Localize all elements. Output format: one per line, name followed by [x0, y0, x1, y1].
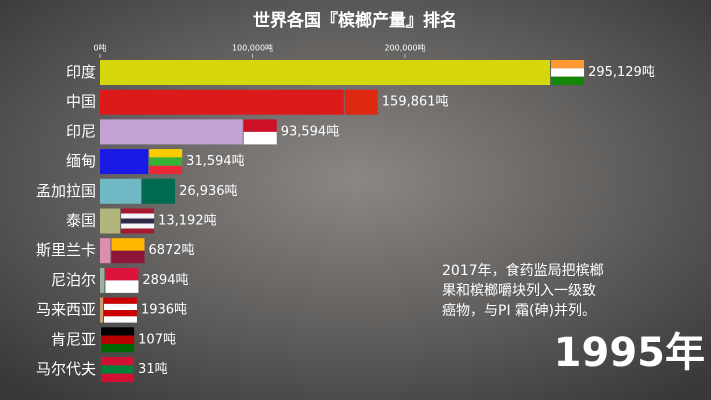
x-tick-label: 0吨 — [93, 43, 106, 53]
value-label: 31吨 — [138, 362, 168, 377]
value-label: 107吨 — [138, 332, 176, 347]
flag — [111, 238, 145, 251]
bar — [100, 149, 149, 175]
y-tick-label: 孟加拉国 — [36, 182, 96, 200]
value-label: 2894吨 — [142, 273, 188, 288]
y-tick-label: 马尔代夫 — [36, 360, 96, 378]
flag — [101, 343, 135, 353]
y-tick-label: 印尼 — [66, 122, 96, 140]
bar — [100, 267, 105, 293]
value-label: 6872吨 — [148, 243, 194, 258]
value-label: 93,594吨 — [281, 124, 340, 139]
flag — [103, 316, 137, 323]
flag — [101, 373, 135, 382]
value-label: 159,861吨 — [382, 95, 449, 110]
flag — [149, 157, 183, 166]
flag — [149, 149, 183, 158]
flag — [551, 60, 585, 69]
flag — [101, 335, 135, 344]
bar — [100, 178, 142, 204]
bar — [100, 238, 111, 264]
flag — [243, 131, 277, 145]
x-tick-label: 200,000吨 — [384, 43, 425, 53]
flag — [101, 365, 135, 374]
flag — [551, 76, 585, 85]
y-tick-label: 印度 — [66, 63, 96, 81]
chart-title: 世界各国『槟榔产量』排名 — [253, 10, 457, 31]
flag — [111, 250, 145, 264]
flag — [149, 165, 183, 175]
flag — [101, 357, 135, 366]
flag — [121, 223, 155, 229]
flag — [121, 228, 155, 234]
bar — [100, 60, 551, 85]
value-label: 13,192吨 — [158, 214, 217, 229]
value-label: 31,594吨 — [186, 154, 245, 169]
y-tick-label: 肯尼亚 — [51, 330, 96, 348]
annotation: 2017年，食药监局把槟榔 — [442, 262, 604, 279]
bar — [100, 297, 103, 323]
y-tick-label: 缅甸 — [66, 152, 96, 170]
flag — [103, 297, 137, 304]
y-tick-label: 泰国 — [66, 212, 96, 230]
y-tick-label: 马来西亚 — [36, 301, 96, 319]
year-label: 1995年 — [554, 330, 705, 376]
flag — [105, 280, 139, 293]
y-tick-label: 中国 — [66, 93, 96, 111]
value-label: 295,129吨 — [588, 65, 655, 80]
y-tick-label: 斯里兰卡 — [36, 241, 96, 259]
x-tick-label: 100,000吨 — [232, 43, 273, 53]
flag — [121, 208, 155, 214]
annotation: 果和槟榔嚼块列入一级致 — [442, 283, 596, 299]
annotation: 癌物，与PI 霜(砷)并列。 — [442, 303, 596, 319]
flag — [142, 178, 176, 204]
y-tick-label: 尼泊尔 — [51, 271, 96, 289]
bar — [100, 208, 121, 234]
bar — [100, 89, 344, 115]
flag — [121, 218, 155, 224]
flag — [103, 303, 137, 311]
bar — [100, 119, 243, 145]
value-label: 26,936吨 — [179, 184, 238, 199]
flag — [105, 267, 139, 281]
flag — [344, 89, 378, 115]
flag — [101, 327, 135, 336]
flag — [551, 68, 585, 77]
flag — [243, 119, 277, 132]
value-label: 1936吨 — [141, 303, 187, 318]
flag — [103, 310, 137, 317]
flag — [121, 213, 155, 219]
